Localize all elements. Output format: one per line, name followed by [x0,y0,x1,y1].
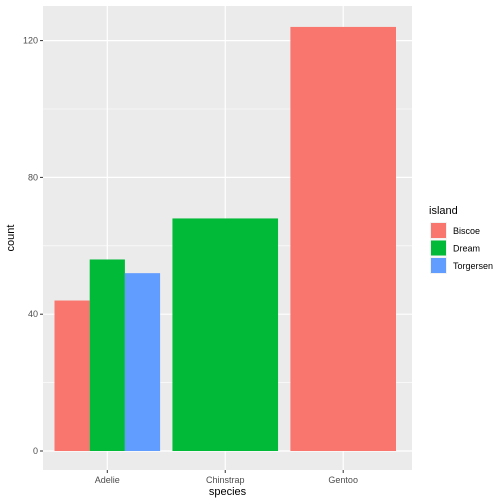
y-tick-label: 80 [28,172,38,182]
y-axis: 0 40 80 120 [23,36,43,456]
x-tick-label: Chinstrap [206,475,245,485]
y-tick-label: 40 [28,309,38,319]
bar-adelie-dream [89,259,125,451]
legend-swatch-dream [431,240,446,256]
legend-label-torgersen: Torgersen [453,261,493,271]
y-axis-title: count [5,225,17,252]
x-tick-label: Adelie [95,475,120,485]
legend: island Biscoe Dream Torgersen [429,205,493,274]
bars [54,26,396,451]
legend-label-dream: Dream [453,244,480,254]
x-tick-label: Gentoo [328,475,358,485]
y-tick-label: 120 [23,36,38,46]
legend-label-biscoe: Biscoe [453,226,480,236]
legend-title: island [429,205,458,217]
x-axis-title: species [209,486,247,498]
bar-chinstrap-dream [172,218,279,451]
legend-swatch-torgersen [431,258,446,273]
x-axis: Adelie Chinstrap Gentoo [95,470,358,485]
bar-adelie-biscoe [54,300,90,451]
bar-gentoo-biscoe [290,26,396,451]
bar-adelie-torgersen [124,273,161,451]
legend-swatch-biscoe [431,223,446,238]
y-tick-label: 0 [33,446,38,456]
